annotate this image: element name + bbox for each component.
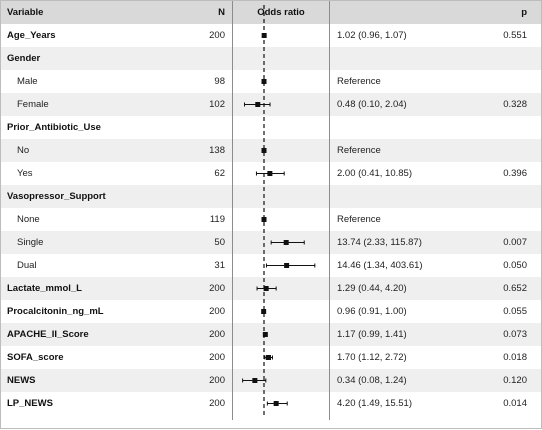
estimate-ci-text: 1.70 (1.12, 2.72) [337,352,407,363]
p-value: 0.652 [503,283,527,294]
odds-ratio-column-header: Odds ratio [257,7,305,18]
estimate-ci-text: 0.34 (0.08, 1.24) [337,375,407,386]
estimate-ci-text: 0.96 (0.91, 1.00) [337,306,407,317]
estimate-ci-text: Reference [337,76,381,87]
n-value: 200 [209,329,225,340]
variable-label: SOFA_score [7,352,64,363]
table-row [1,116,541,139]
table-row [1,369,541,392]
point-estimate [261,79,267,84]
table-row [1,93,541,116]
n-value: 200 [209,283,225,294]
estimate-ci-text: 1.02 (0.96, 1.07) [337,30,407,41]
variable-label: Female [17,99,49,110]
variable-label: Single [17,237,44,248]
p-value: 0.050 [503,260,527,271]
estimate-ci-text: Reference [337,214,381,225]
n-value: 200 [209,398,225,409]
n-value: 200 [209,375,225,386]
p-value: 0.328 [503,99,527,110]
n-value: 98 [214,76,225,87]
n-value: 119 [209,214,225,225]
variable-label: LP_NEWS [7,398,53,409]
p-value: 0.018 [503,352,527,363]
n-column-header: N [218,7,225,18]
point-estimate [261,309,267,314]
table-row [1,208,541,231]
variable-label: Dual [17,260,37,271]
variable-label: APACHE_II_Score [7,329,89,340]
variable-label: No [17,145,30,156]
variable-label: None [17,214,40,225]
point-estimate [252,378,258,383]
point-estimate [273,401,279,406]
point-estimate [283,240,289,245]
estimate-ci-text: 1.17 (0.99, 1.41) [337,329,407,340]
plot-left-border [232,1,233,420]
point-estimate [261,217,267,222]
estimate-ci-text: 1.29 (0.44, 4.20) [337,283,407,294]
variable-label: Procalcitonin_ng_mL [7,306,104,317]
table-row [1,185,541,208]
table-row [1,300,541,323]
variable-label: Gender [7,53,41,64]
variable-column-header: Variable [7,7,44,18]
variable-label: Lactate_mmol_L [7,283,82,294]
estimate-ci-text: 13.74 (2.33, 115.87) [337,237,422,248]
estimate-ci-text: 4.20 (1.49, 15.51) [337,398,412,409]
estimate-ci-text: 0.48 (0.10, 2.04) [337,99,407,110]
variable-label: Age_Years [7,30,56,41]
table-row [1,47,541,70]
n-value: 31 [214,260,225,271]
variable-label: Prior_Antibiotic_Use [7,122,101,133]
p-value: 0.120 [503,375,527,386]
p-value: 0.551 [503,30,527,41]
table-row [1,323,541,346]
point-estimate [265,355,271,360]
point-estimate [263,286,269,291]
p-value: 0.007 [503,237,527,248]
variable-label: Yes [17,168,33,179]
table-row [1,139,541,162]
n-value: 200 [209,306,225,317]
variable-label: NEWS [7,375,36,386]
n-value: 50 [214,237,225,248]
p-value: 0.073 [503,329,527,340]
point-estimate [267,171,273,176]
estimate-ci-text: 2.00 (0.41, 10.85) [337,168,412,179]
table-row [1,24,541,47]
p-column-header: p [521,7,527,18]
estimate-ci-text: 14.46 (1.34, 403.61) [337,260,423,271]
n-value: 200 [209,352,225,363]
p-value: 0.014 [503,398,527,409]
estimate-ci-text: Reference [337,145,381,156]
point-estimate [255,102,261,107]
n-value: 138 [209,145,225,156]
variable-label: Male [17,76,38,87]
point-estimate [261,148,267,153]
point-estimate [262,332,268,337]
n-value: 200 [209,30,225,41]
n-value: 62 [214,168,225,179]
table-row [1,70,541,93]
header-row [1,1,541,24]
variable-label: Vasopressor_Support [7,191,106,202]
plot-right-border [329,1,330,420]
point-estimate [284,263,290,268]
p-value: 0.396 [503,168,527,179]
p-value: 0.055 [503,306,527,317]
n-value: 102 [209,99,225,110]
